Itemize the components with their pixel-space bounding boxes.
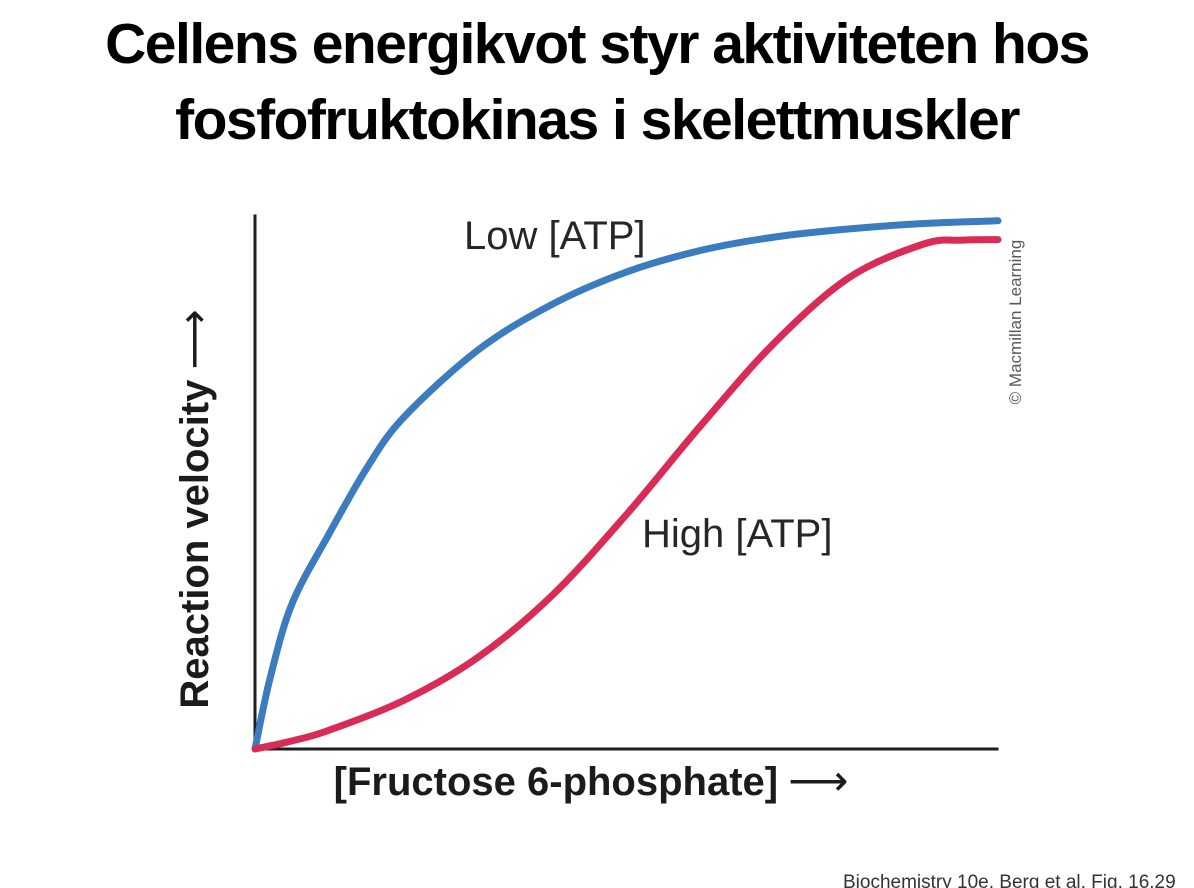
y-axis-label-text: Reaction velocity	[173, 379, 217, 709]
source-citation: Biochemistry 10e, Berg et al, Fig. 16.29	[843, 872, 1176, 888]
x-axis-arrow-icon: ⟶	[788, 756, 848, 805]
slide-title-line-2: fosfofruktokinas i skelettmuskler	[175, 88, 1020, 152]
slide-title-line-1: Cellens energikvot styr aktiviteten hos	[105, 12, 1090, 76]
y-axis-label: Reaction velocity ⟶	[169, 270, 219, 750]
slide-title: Cellens energikvot styr aktiviteten hos …	[0, 6, 1194, 158]
x-axis-label: [Fructose 6-phosphate] ⟶	[240, 756, 940, 805]
high-atp-curve	[251, 236, 1002, 753]
low-atp-curve-label: Low [ATP]	[464, 214, 646, 258]
high-atp-curve-label: High [ATP]	[642, 512, 833, 556]
low-atp-curve	[251, 217, 1002, 753]
chart-axes	[253, 214, 999, 751]
macmillan-copyright-credit: © Macmillan Learning	[1006, 239, 1025, 405]
x-axis-label-text: [Fructose 6-phosphate]	[333, 760, 779, 804]
y-axis-arrow-icon: ⟶	[169, 311, 218, 370]
